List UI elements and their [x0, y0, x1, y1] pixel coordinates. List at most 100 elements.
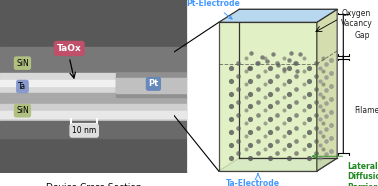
Point	[317, 66, 323, 69]
Point	[317, 157, 323, 160]
Point	[248, 52, 254, 55]
Point	[274, 62, 280, 65]
Point	[305, 118, 311, 121]
Point	[228, 105, 234, 108]
Point	[291, 61, 297, 64]
Point	[228, 79, 234, 82]
Point	[313, 113, 319, 116]
Point	[281, 121, 287, 124]
Point	[265, 60, 271, 63]
Point	[267, 66, 273, 69]
Point	[317, 92, 323, 95]
Point	[328, 59, 335, 62]
Point	[301, 121, 307, 124]
Point	[293, 126, 299, 129]
Point	[305, 79, 311, 82]
Point	[305, 144, 311, 147]
Point	[247, 79, 253, 82]
Bar	[0, 111, 187, 118]
Point	[294, 69, 300, 72]
Point	[328, 97, 335, 100]
Bar	[0, 73, 187, 93]
Bar	[0, 47, 187, 78]
Point	[317, 118, 323, 121]
Point	[320, 147, 326, 150]
Point	[235, 100, 241, 103]
Point	[262, 109, 268, 112]
Point	[317, 144, 323, 147]
Point	[286, 131, 292, 134]
Point	[243, 109, 249, 112]
Point	[328, 136, 335, 139]
Point	[305, 66, 311, 69]
Point	[286, 118, 292, 121]
Point	[313, 74, 319, 77]
Text: TaOx: TaOx	[57, 44, 82, 53]
Point	[246, 67, 252, 70]
Point	[274, 100, 280, 103]
Point	[228, 131, 234, 134]
Point	[305, 131, 311, 134]
Point	[281, 96, 287, 99]
Point	[255, 100, 261, 103]
Polygon shape	[219, 9, 337, 22]
Point	[267, 144, 273, 147]
Point	[320, 57, 326, 60]
Point	[323, 114, 329, 117]
Point	[274, 74, 280, 77]
Point	[317, 79, 323, 82]
Point	[247, 105, 253, 108]
Point	[305, 157, 311, 160]
Point	[281, 57, 287, 60]
Point	[262, 147, 268, 150]
Text: SiN: SiN	[16, 59, 29, 68]
Point	[328, 85, 335, 88]
Point	[281, 68, 287, 71]
Point	[235, 74, 241, 77]
Text: Ta: Ta	[19, 82, 26, 91]
Point	[243, 121, 249, 124]
Bar	[116, 78, 187, 93]
Point	[267, 105, 273, 108]
Point	[323, 101, 329, 104]
Point	[323, 140, 329, 143]
Point	[293, 100, 299, 103]
Point	[262, 134, 268, 137]
Text: Lateral
Diffusion
Barrier: Lateral Diffusion Barrier	[347, 162, 378, 186]
Text: Filament: Filament	[355, 106, 378, 115]
Point	[281, 147, 287, 150]
Text: Device Cross-Section: Device Cross-Section	[46, 183, 141, 186]
Point	[228, 118, 234, 121]
Text: Pt-Electrode: Pt-Electrode	[186, 0, 240, 19]
Point	[293, 113, 299, 116]
Point	[328, 123, 335, 126]
Point	[317, 131, 323, 134]
Point	[247, 157, 253, 160]
Point	[301, 109, 307, 112]
Point	[255, 87, 261, 90]
Text: Oxygen
Vacancy: Oxygen Vacancy	[341, 9, 373, 28]
Point	[228, 157, 234, 160]
Point	[247, 66, 253, 69]
Text: SiN: SiN	[16, 106, 29, 115]
Point	[274, 152, 280, 155]
Point	[274, 126, 280, 129]
Text: Ta-Electrode: Ta-Electrode	[226, 179, 280, 186]
Point	[293, 139, 299, 142]
Point	[286, 79, 292, 82]
Point	[255, 113, 261, 116]
Polygon shape	[219, 22, 317, 171]
Point	[301, 70, 307, 73]
Point	[313, 152, 319, 155]
Point	[301, 134, 307, 137]
Point	[274, 87, 280, 90]
Point	[243, 70, 249, 73]
Point	[243, 134, 249, 137]
Point	[288, 52, 294, 55]
Point	[235, 62, 241, 65]
Point	[323, 62, 329, 65]
Point	[286, 144, 292, 147]
Point	[320, 121, 326, 124]
Point	[228, 144, 234, 147]
Bar	[0, 121, 187, 138]
